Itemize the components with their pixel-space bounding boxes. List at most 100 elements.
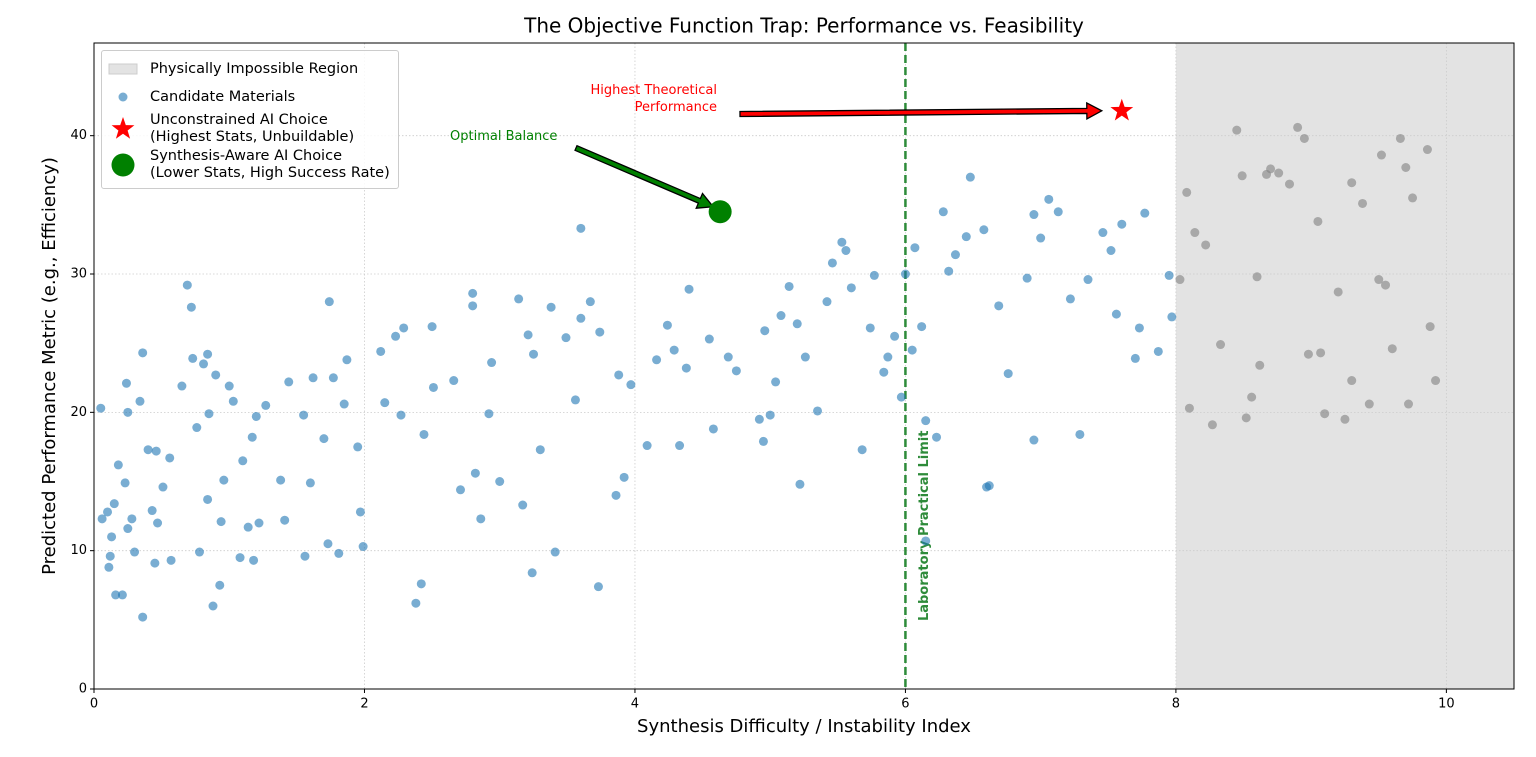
- chart-title: The Objective Function Trap: Performance…: [523, 14, 1084, 38]
- point: [910, 243, 920, 253]
- point: [186, 302, 196, 312]
- point: [776, 311, 786, 321]
- point: [166, 555, 176, 565]
- point: [1316, 348, 1326, 358]
- point: [994, 301, 1004, 311]
- point: [143, 445, 153, 455]
- point: [247, 432, 257, 442]
- y-tick-label: 40: [70, 128, 87, 143]
- point: [965, 172, 975, 182]
- point: [468, 288, 478, 298]
- legend-swatch: [118, 92, 128, 102]
- point: [684, 284, 694, 294]
- point: [857, 445, 867, 455]
- point: [1381, 280, 1391, 290]
- point: [1164, 270, 1174, 280]
- point: [104, 562, 114, 572]
- point: [546, 302, 556, 312]
- legend-marker: [111, 117, 135, 139]
- y-tick-label: 20: [70, 405, 87, 420]
- point: [535, 445, 545, 455]
- point: [846, 283, 856, 293]
- point: [792, 319, 802, 329]
- plot-frame: [93, 42, 1515, 690]
- point: [487, 358, 497, 368]
- point: [1347, 178, 1357, 188]
- point: [837, 237, 847, 247]
- point: [476, 514, 486, 524]
- point: [138, 348, 148, 358]
- legend-label: Candidate Materials: [150, 88, 296, 105]
- point: [758, 436, 768, 446]
- legend-swatch: [108, 63, 138, 75]
- point: [308, 373, 318, 383]
- point: [305, 478, 315, 488]
- point: [907, 345, 917, 355]
- legend: Physically Impossible Region Candidate Ma…: [101, 50, 399, 189]
- point: [921, 416, 931, 426]
- point: [203, 494, 213, 504]
- point: [1274, 168, 1284, 178]
- point: [723, 352, 733, 362]
- point: [527, 568, 537, 578]
- point: [1422, 145, 1432, 155]
- point: [1404, 399, 1414, 409]
- point: [1182, 187, 1192, 197]
- point: [113, 460, 123, 470]
- point: [800, 352, 810, 362]
- point: [199, 359, 209, 369]
- point: [1401, 162, 1411, 172]
- legend-label: Physically Impossible Region: [150, 60, 359, 77]
- point: [1190, 228, 1200, 238]
- point: [254, 518, 264, 528]
- point: [428, 382, 438, 392]
- point: [111, 590, 121, 600]
- point: [208, 601, 218, 611]
- point: [399, 323, 409, 333]
- point: [614, 370, 624, 380]
- point: [284, 377, 294, 387]
- legend-item: Synthesis-Aware AI Choice (Lower Stats, …: [108, 148, 390, 182]
- point: [215, 580, 225, 590]
- point: [1237, 171, 1247, 181]
- annotation: Highest Theoretical Performance: [590, 83, 717, 115]
- point: [127, 514, 137, 524]
- point: [1140, 208, 1150, 218]
- point: [203, 349, 213, 359]
- point: [105, 551, 115, 561]
- point: [561, 333, 571, 343]
- point: [484, 409, 494, 419]
- point: [917, 322, 927, 332]
- point: [1153, 346, 1163, 356]
- point: [1134, 323, 1144, 333]
- point: [1184, 403, 1194, 413]
- point: [1358, 198, 1368, 208]
- point: [276, 475, 286, 485]
- point: [153, 518, 163, 528]
- point: [280, 515, 290, 525]
- point: [771, 377, 781, 387]
- point: [353, 442, 363, 452]
- point: [1022, 273, 1032, 283]
- point: [107, 532, 117, 542]
- point: [470, 468, 480, 478]
- point: [1376, 150, 1386, 160]
- x-tick-label: 2: [360, 697, 368, 712]
- point: [979, 225, 989, 235]
- point: [380, 398, 390, 408]
- practical-limit-label: Laboratory Practical Limit: [917, 430, 932, 621]
- legend-swatch: [111, 153, 135, 177]
- point: [944, 266, 954, 276]
- point: [550, 547, 560, 557]
- point: [224, 381, 234, 391]
- point: [123, 407, 133, 417]
- point: [138, 612, 148, 622]
- annotation: Optimal Balance: [450, 129, 558, 144]
- point: [339, 399, 349, 409]
- point: [334, 548, 344, 558]
- legend-swatch: [111, 117, 135, 139]
- point: [300, 551, 310, 561]
- point: [1053, 207, 1063, 217]
